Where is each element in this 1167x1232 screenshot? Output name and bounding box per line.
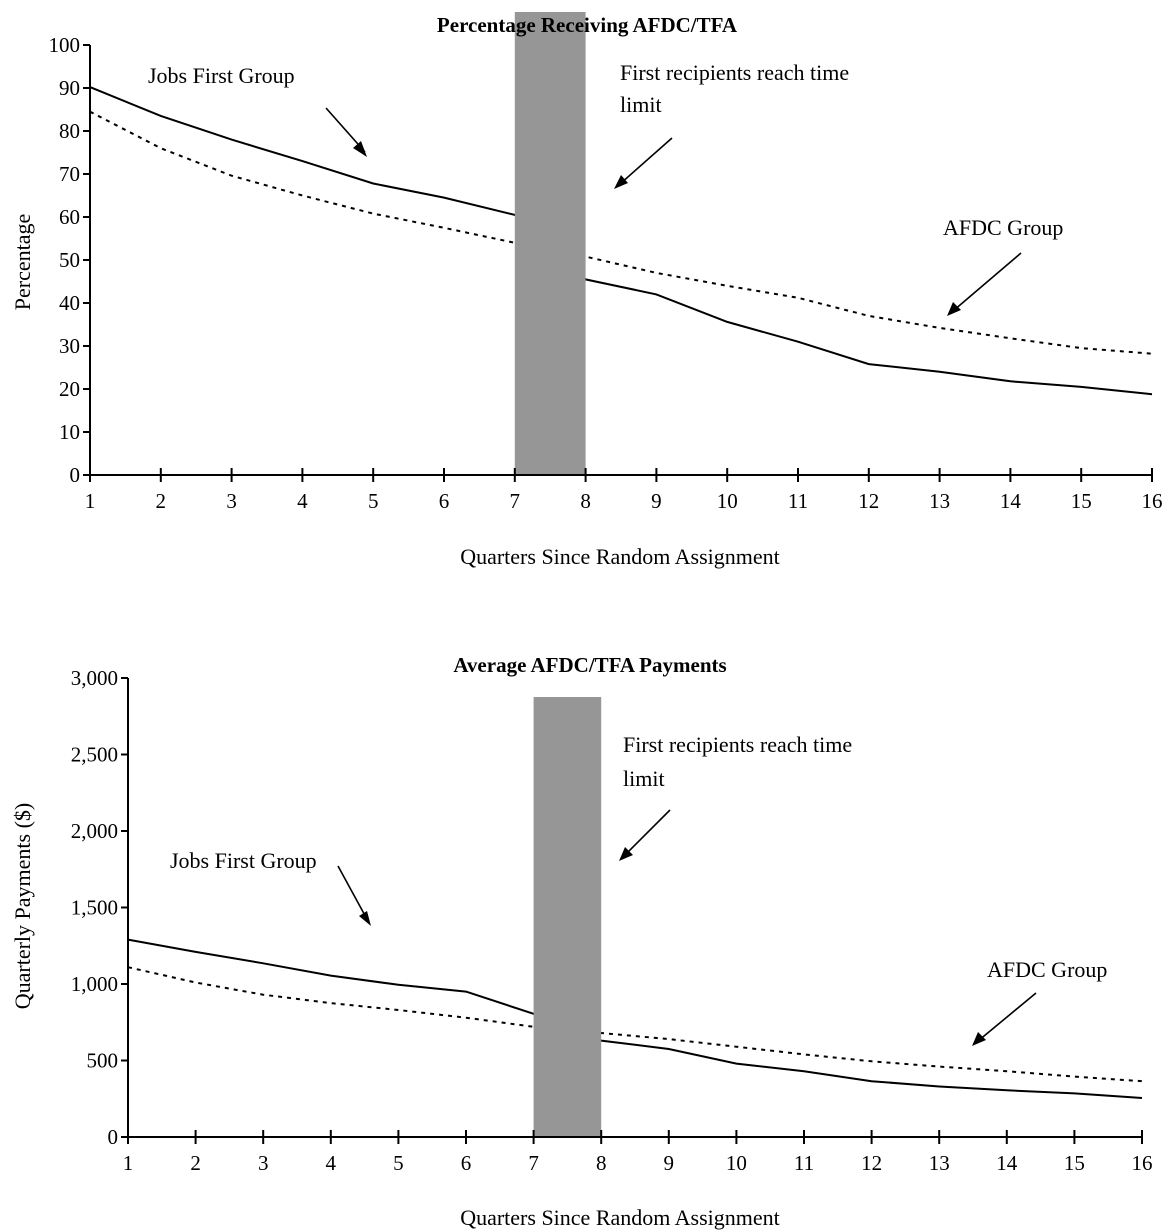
x-tick-label: 12 (858, 489, 879, 513)
y-axis-label: Percentage (10, 214, 35, 311)
x-tick-label: 15 (1071, 489, 1092, 513)
x-tick-label: 3 (258, 1151, 269, 1175)
y-tick-label: 50 (59, 248, 80, 272)
x-tick-label: 4 (297, 489, 308, 513)
x-tick-label: 16 (1132, 1151, 1153, 1175)
y-tick-label: 2,000 (71, 819, 118, 843)
x-tick-label: 9 (664, 1151, 675, 1175)
y-tick-label: 80 (59, 119, 80, 143)
y-tick-label: 3,000 (71, 666, 118, 690)
x-tick-label: 2 (190, 1151, 201, 1175)
series-line-afdc (127, 966, 1143, 1083)
annotation-jobs-first: Jobs First Group (170, 848, 317, 873)
arrowhead-jobs-first (353, 141, 367, 157)
chart-percentage-receiving: 1 2 3 4 5 6 7 8 9 10 11 12 13 14 15 1601020304050607080… (10, 12, 1163, 569)
x-tick-label: 13 (929, 489, 950, 513)
arrowhead-afdc (947, 302, 961, 316)
arrow-afdc (952, 252, 1022, 312)
arrow-jobs-first (337, 865, 369, 922)
arrowhead-time-limit (619, 847, 633, 861)
y-tick-label: 20 (59, 377, 80, 401)
x-tick-label: 9 (651, 489, 662, 513)
x-tick-label: 14 (996, 1151, 1018, 1175)
arrowhead-time-limit (614, 175, 628, 189)
y-axis-label: Quarterly Payments ($) (10, 803, 35, 1010)
x-tick-label: 8 (580, 489, 591, 513)
y-tick-label: 1,500 (71, 896, 118, 920)
x-tick-label: 7 (528, 1151, 539, 1175)
x-tick-label: 15 (1064, 1151, 1085, 1175)
x-axis-label: Quarters Since Random Assignment (460, 1205, 780, 1230)
x-tick-label: 11 (794, 1151, 814, 1175)
chart-title: Percentage Receiving AFDC/TFA (437, 13, 738, 37)
y-tick-label: 1,000 (71, 972, 118, 996)
time-limit-band (533, 697, 602, 1137)
x-tick-label: 10 (726, 1151, 747, 1175)
y-tick-label: 0 (108, 1125, 119, 1149)
series-lines (89, 86, 1153, 396)
annotation-time-limit-line1: First recipients reach time (623, 732, 852, 757)
arrow-time-limit (619, 137, 673, 185)
x-tick-label: 11 (788, 489, 808, 513)
arrow-time-limit (623, 809, 671, 857)
annotation-afdc: AFDC Group (987, 957, 1107, 982)
x-tick-label: 2 (156, 489, 167, 513)
time-limit-band (514, 12, 586, 475)
y-tick-label: 40 (59, 291, 80, 315)
x-tick-label: 1 (85, 489, 96, 513)
arrowhead-jobs-first (359, 911, 371, 926)
chart-title: Average AFDC/TFA Payments (453, 653, 726, 677)
x-tick-label: 5 (393, 1151, 404, 1175)
annotation-jobs-first: Jobs First Group (148, 63, 295, 88)
y-tick-label: 60 (59, 205, 80, 229)
y-tick-label: 0 (70, 463, 81, 487)
y-tick-label: 30 (59, 334, 80, 358)
series-line-jobs-first (89, 86, 1153, 396)
tick-marks: 1 2 3 4 5 6 7 8 9 10 11 12 13 14 15 1605001,0001,5002,0… (71, 666, 1153, 1175)
arrow-afdc (977, 992, 1037, 1042)
y-tick-label: 10 (59, 420, 80, 444)
x-tick-label: 16 (1142, 489, 1163, 513)
x-tick-label: 6 (461, 1151, 472, 1175)
x-tick-label: 6 (439, 489, 450, 513)
tick-marks: 1 2 3 4 5 6 7 8 9 10 11 12 13 14 15 1601020304050607080… (49, 33, 1163, 513)
x-tick-label: 3 (226, 489, 237, 513)
x-tick-label: 13 (929, 1151, 950, 1175)
chart-average-payments: 1 2 3 4 5 6 7 8 9 10 11 12 13 14 15 1605001,0001,5002,0… (10, 653, 1153, 1230)
y-tick-label: 2,500 (71, 743, 118, 767)
x-axis-label: Quarters Since Random Assignment (460, 544, 780, 569)
annotation-afdc: AFDC Group (943, 215, 1063, 240)
y-tick-label: 500 (87, 1049, 119, 1073)
series-line-jobs-first (127, 938, 1143, 1099)
x-tick-label: 1 (123, 1151, 134, 1175)
x-tick-label: 5 (368, 489, 379, 513)
arrowhead-afdc (972, 1032, 986, 1046)
x-tick-label: 8 (596, 1151, 607, 1175)
x-tick-label: 14 (1000, 489, 1022, 513)
y-tick-label: 90 (59, 76, 80, 100)
annotation-time-limit-line1: First recipients reach time (620, 60, 849, 85)
x-tick-label: 7 (510, 489, 521, 513)
x-tick-label: 4 (326, 1151, 337, 1175)
annotation-time-limit-line2: limit (620, 92, 662, 117)
annotation-time-limit-line2: limit (623, 766, 665, 791)
series-line-afdc (89, 110, 1153, 355)
y-tick-label: 70 (59, 162, 80, 186)
x-tick-label: 10 (717, 489, 738, 513)
series-lines (127, 938, 1143, 1099)
x-tick-label: 12 (861, 1151, 882, 1175)
y-tick-label: 100 (49, 33, 81, 57)
